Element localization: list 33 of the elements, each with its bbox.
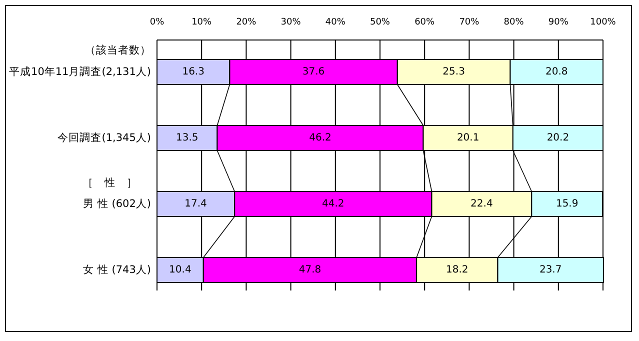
text: （該当者数） (85, 44, 151, 57)
data-label: 15.9 (556, 198, 578, 210)
data-label: 47.8 (298, 264, 322, 276)
data-label: 10.4 (169, 264, 192, 276)
y-tick-label: 男 性 (602人) (83, 198, 151, 210)
data-label: 22.4 (470, 198, 493, 210)
x-tick-label: 80% (504, 17, 524, 28)
x-tick-label: 100% (590, 17, 616, 28)
text: ［ 性 ］ (82, 176, 138, 189)
x-tick-label: 10% (192, 17, 212, 28)
y-tick-label: 女 性 (743人) (83, 264, 151, 276)
data-label: 18.2 (446, 264, 468, 276)
data-label: 20.2 (546, 132, 570, 144)
data-label: 44.2 (322, 198, 344, 210)
data-label: 13.5 (176, 132, 198, 144)
x-tick-label: 30% (280, 17, 302, 28)
data-label: 23.7 (539, 264, 562, 276)
data-label: 20.1 (456, 132, 480, 144)
y-tick-label: 今回調査(1,345人) (58, 130, 151, 144)
data-label: 46.2 (309, 132, 332, 144)
data-label: 25.3 (442, 66, 465, 78)
x-tick-label: 50% (370, 17, 390, 28)
data-label: 16.3 (182, 66, 204, 78)
x-tick-label: 40% (325, 17, 346, 28)
x-tick-label: 20% (236, 17, 257, 28)
data-label: 17.4 (184, 198, 207, 210)
x-tick-label: 90% (548, 17, 569, 28)
data-label: 37.6 (302, 66, 325, 78)
x-tick-label: 60% (414, 17, 436, 28)
data-label: 20.8 (545, 66, 568, 78)
x-tick-label: 0% (150, 17, 165, 28)
y-tick-label: 平成10年11月調査(2,131人) (9, 64, 151, 78)
x-tick-label: 70% (459, 17, 480, 28)
